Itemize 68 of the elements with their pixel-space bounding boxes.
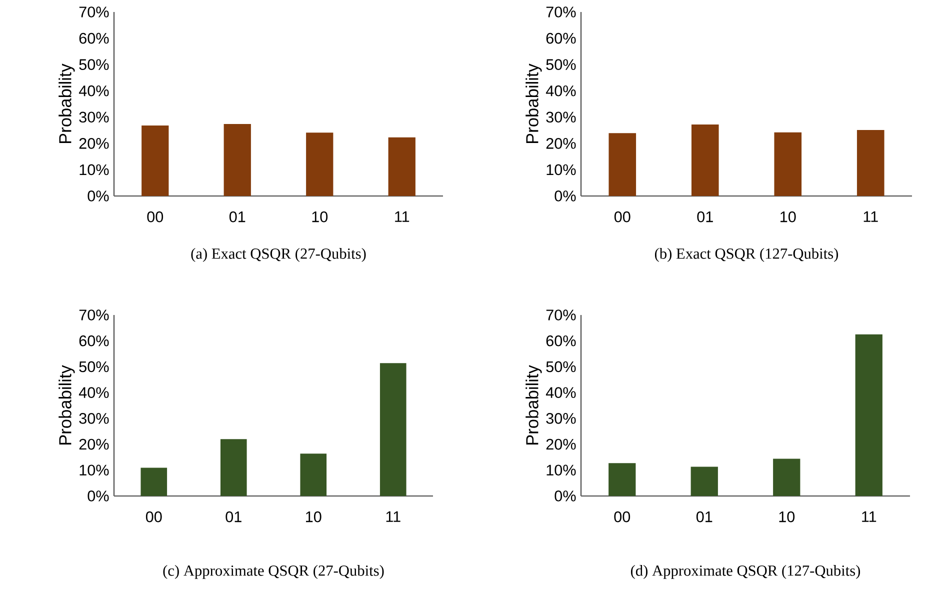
x-tick-label: 11 <box>386 511 400 522</box>
x-tick-label: 10 <box>780 211 796 222</box>
y-tick-label: 70% <box>79 310 109 320</box>
y-tick-label: 10% <box>80 464 109 476</box>
x-tick-label: 10 <box>779 511 795 522</box>
text: (c) Approximate QSQR (27-Qubits) <box>163 565 384 579</box>
y-tick-label: 70% <box>546 6 576 18</box>
text: (a) Exact QSQR (27-Qubits) <box>191 248 366 262</box>
y-tick-label: 50% <box>546 59 576 70</box>
bar <box>380 363 406 496</box>
y-tick-label: 10% <box>546 464 576 476</box>
y-tick-label: 10% <box>80 164 109 176</box>
y-tick-label: 70% <box>79 6 109 18</box>
y-tick-label: 10% <box>546 164 576 176</box>
x-tick-label: 11 <box>395 211 410 222</box>
y-tick-label: 30% <box>79 112 109 123</box>
bar <box>855 334 882 496</box>
text: (b) Exact QSQR (127-Qubits) <box>654 248 838 262</box>
bar <box>300 454 327 496</box>
y-tick-label: 40% <box>546 85 576 96</box>
y-axis-title: Probability <box>526 64 542 144</box>
bar <box>773 458 800 496</box>
bar <box>142 126 169 196</box>
text: (d) Approximate QSQR (127-Qubits) <box>630 565 860 579</box>
y-tick-label: 0% <box>88 190 109 202</box>
x-tick-label: 01 <box>697 211 713 222</box>
bar <box>388 137 416 196</box>
x-tick-label: 11 <box>862 511 876 522</box>
x-tick-label: 01 <box>226 511 242 522</box>
bar <box>224 124 251 196</box>
x-tick-label: 01 <box>229 211 246 222</box>
y-tick-label: 20% <box>79 138 109 149</box>
y-axis-title: Probability <box>58 64 75 144</box>
y-tick-label: 40% <box>78 85 109 96</box>
y-tick-label: 50% <box>79 59 109 70</box>
y-tick-label: 30% <box>546 412 576 424</box>
x-tick-label: 11 <box>864 211 878 222</box>
y-tick-label: 60% <box>546 32 576 44</box>
y-tick-label: 60% <box>79 335 109 346</box>
x-tick-label: 00 <box>147 211 164 222</box>
y-tick-label: 30% <box>546 112 576 123</box>
x-tick-label: 01 <box>696 511 712 522</box>
y-tick-label: 20% <box>79 438 109 450</box>
bar <box>690 466 718 496</box>
y-tick-label: 0% <box>554 490 576 502</box>
y-tick-label: 50% <box>546 361 576 372</box>
bar <box>306 132 334 196</box>
bar <box>140 468 168 496</box>
y-tick-label: 30% <box>79 412 109 424</box>
y-tick-label: 20% <box>546 138 576 149</box>
bar <box>608 463 636 496</box>
y-tick-label: 70% <box>546 310 576 320</box>
bar <box>220 439 247 496</box>
y-tick-label: 60% <box>79 32 109 44</box>
y-tick-label: 0% <box>88 490 109 502</box>
y-tick-label: 0% <box>554 190 576 202</box>
y-axis-title: Probability <box>58 365 75 445</box>
y-tick-label: 20% <box>546 438 576 450</box>
x-tick-label: 00 <box>614 511 630 522</box>
x-tick-label: 10 <box>312 211 328 222</box>
y-tick-label: 50% <box>79 361 109 372</box>
y-tick-label: 60% <box>546 335 576 346</box>
x-tick-label: 00 <box>614 211 630 222</box>
x-tick-label: 00 <box>146 511 162 522</box>
y-axis-title: Probability <box>526 365 542 445</box>
x-tick-label: 10 <box>306 511 322 522</box>
y-tick-label: 40% <box>78 387 109 398</box>
y-tick-label: 40% <box>546 387 576 398</box>
